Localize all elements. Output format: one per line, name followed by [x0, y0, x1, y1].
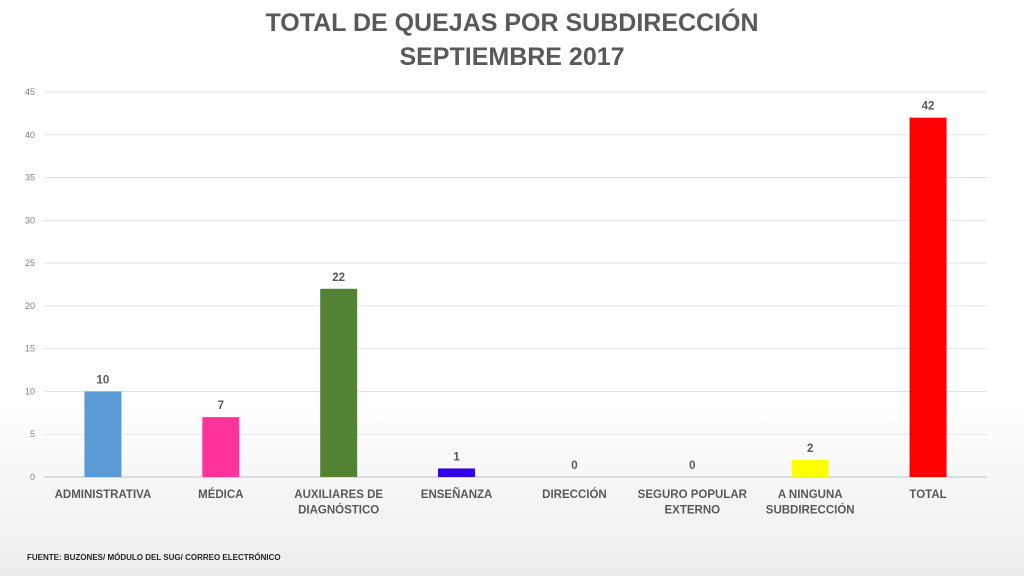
y-tick-label: 35 [25, 173, 35, 183]
category-label: ENSEÑANZA [421, 488, 493, 501]
category-label: EXTERNO [665, 505, 721, 517]
bar [320, 288, 358, 477]
data-label: 0 [571, 460, 577, 472]
data-label: 1 [453, 451, 460, 463]
y-tick-label: 0 [30, 472, 35, 482]
chart-title-line-2: SEPTIEMBRE 2017 [399, 43, 625, 71]
bar [791, 459, 829, 477]
data-label: 42 [922, 101, 935, 113]
y-tick-label: 40 [25, 130, 35, 140]
category-label: SUBDIRECCIÓN [766, 504, 855, 517]
bar [202, 417, 240, 477]
y-tick-label: 10 [25, 386, 35, 396]
y-tick-label: 45 [25, 87, 35, 97]
data-label: 0 [689, 460, 695, 472]
y-tick-label: 30 [25, 215, 35, 225]
category-label: MÉDICA [198, 488, 243, 501]
data-label: 10 [97, 374, 110, 386]
category-label: ADMINISTRATIVA [55, 489, 152, 501]
chart-title-line-1: TOTAL DE QUEJAS POR SUBDIRECCIÓN [265, 9, 759, 37]
y-tick-label: 5 [30, 429, 35, 439]
category-label: SEGURO POPULAR [638, 489, 748, 501]
source-note: FUENTE: BUZONES/ MÓDULO DEL SUG/ CORREO … [27, 553, 281, 562]
category-label: A NINGUNA [778, 489, 843, 501]
chart-title: TOTAL DE QUEJAS POR SUBDIRECCIÓN SEPTIEM… [0, 6, 1024, 74]
bar [909, 117, 947, 478]
data-label: 2 [807, 443, 813, 455]
y-tick-label: 15 [25, 344, 35, 354]
y-tick-label: 25 [25, 258, 35, 268]
category-label: AUXILIARES DE [294, 489, 383, 501]
y-tick-label: 20 [25, 301, 35, 311]
data-label: 22 [332, 272, 345, 284]
category-label: TOTAL [909, 489, 946, 501]
bar [438, 468, 476, 477]
category-label: DIRECCIÓN [542, 488, 607, 501]
category-label: DIAGNÓSTICO [298, 504, 379, 517]
bar [84, 391, 122, 477]
data-label: 7 [218, 400, 224, 412]
